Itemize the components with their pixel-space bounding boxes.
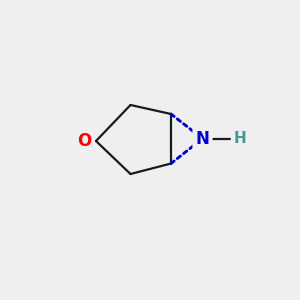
Text: N: N [196,130,209,148]
Text: N: N [194,129,211,148]
Text: H: H [232,130,247,148]
Text: O: O [76,131,93,151]
Text: O: O [77,132,92,150]
Text: H: H [234,131,246,146]
